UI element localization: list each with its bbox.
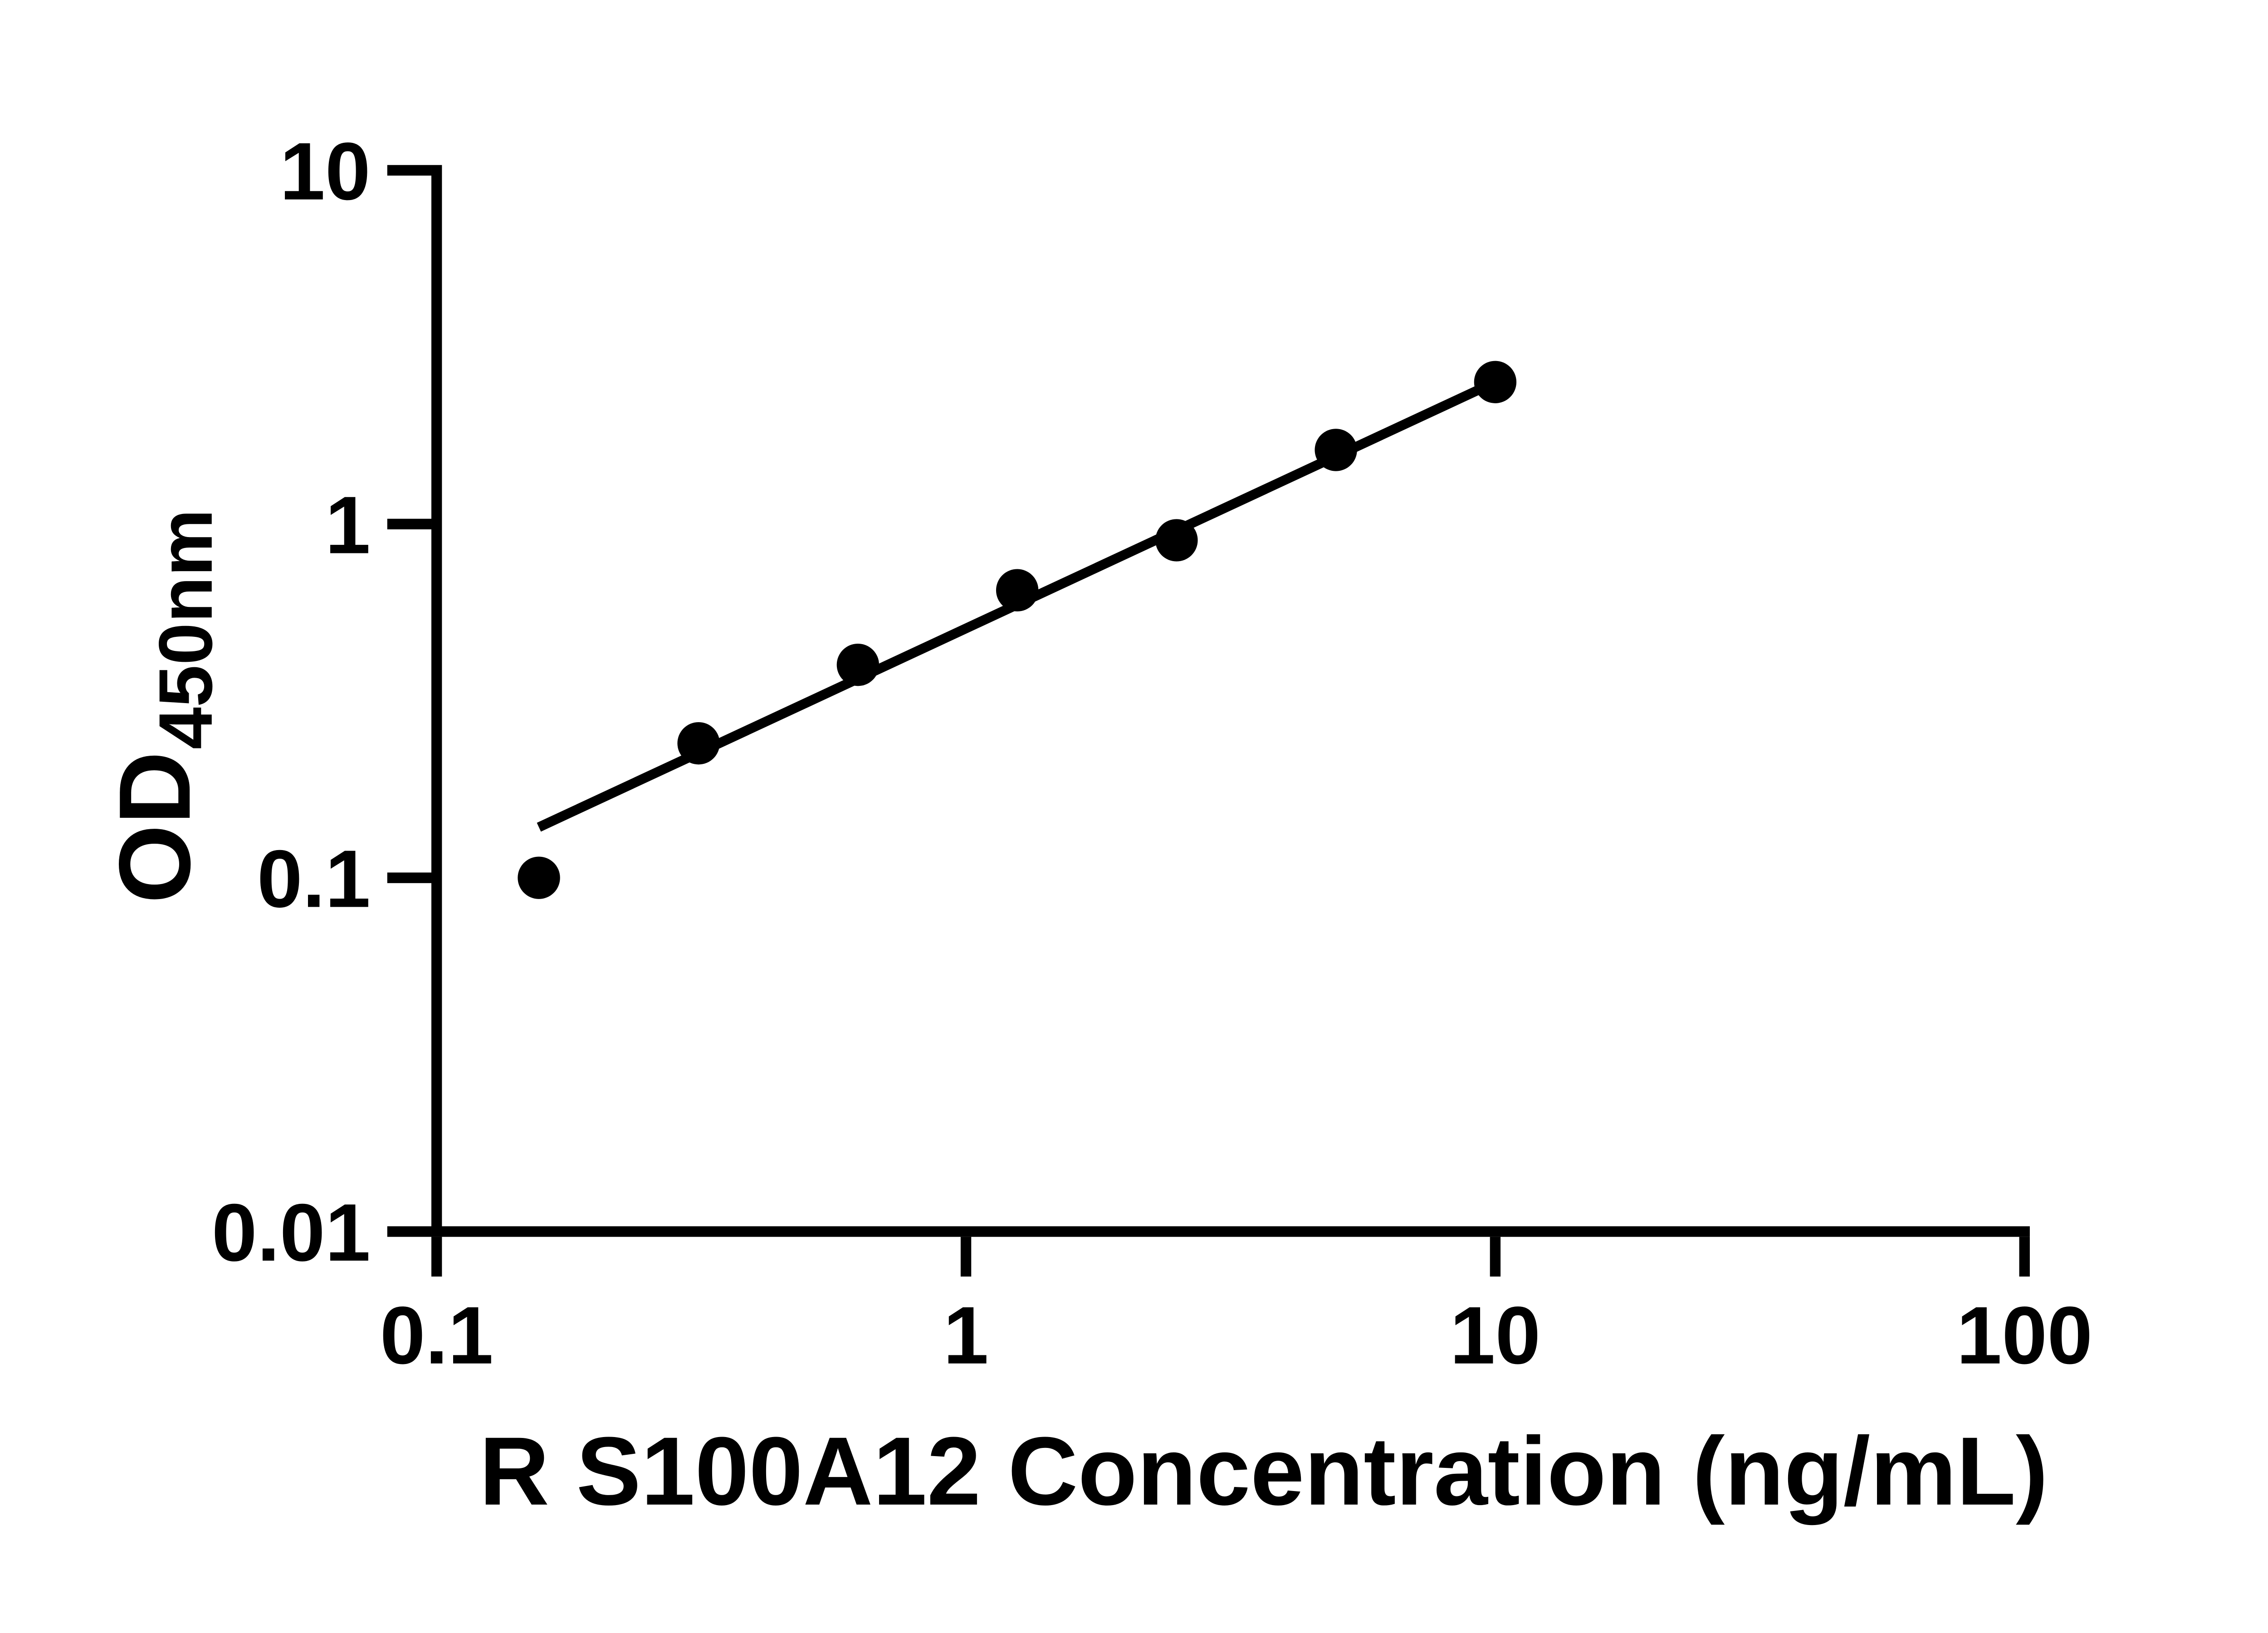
y-axis-ticks: 10 1 0.1 0.01: [212, 126, 431, 1278]
y-axis-line: [431, 165, 442, 1237]
data-point: [677, 722, 720, 765]
x-tick-mark: [431, 1237, 442, 1277]
y-axis-title-subscript: 450nm: [144, 509, 228, 749]
x-tick-label: 10: [1450, 1290, 1540, 1381]
data-points: [518, 361, 1517, 899]
y-tick-label: 0.01: [212, 1187, 371, 1278]
x-tick-mark: [1490, 1237, 1501, 1277]
y-tick-mark: [387, 518, 431, 529]
y-tick-label: 1: [325, 479, 371, 571]
x-tick-label: 100: [1956, 1290, 2092, 1381]
y-axis-title-main: OD: [98, 751, 211, 903]
x-axis-ticks: 0.1 1 10 100: [380, 1237, 2092, 1381]
data-point: [1474, 361, 1517, 403]
x-axis-line: [431, 1226, 2030, 1237]
y-tick-mark: [387, 872, 431, 883]
x-axis-title: R S100A12 Concentration (ng/mL): [479, 1417, 2048, 1525]
data-point: [518, 856, 560, 899]
x-tick-mark: [2019, 1237, 2030, 1277]
x-tick-label: 0.1: [380, 1290, 494, 1381]
y-axis-title: OD 450nm: [98, 509, 228, 904]
y-tick-mark: [387, 1226, 431, 1237]
x-tick-mark: [960, 1237, 972, 1277]
data-point: [1155, 519, 1198, 562]
y-tick-label: 0.1: [257, 833, 371, 924]
plot-axes: [431, 165, 2030, 1237]
y-tick-label: 10: [280, 126, 371, 217]
data-point: [1315, 429, 1357, 471]
data-point: [836, 643, 880, 686]
y-tick-mark: [387, 165, 431, 176]
data-point: [996, 569, 1039, 611]
x-tick-label: 1: [943, 1290, 988, 1381]
